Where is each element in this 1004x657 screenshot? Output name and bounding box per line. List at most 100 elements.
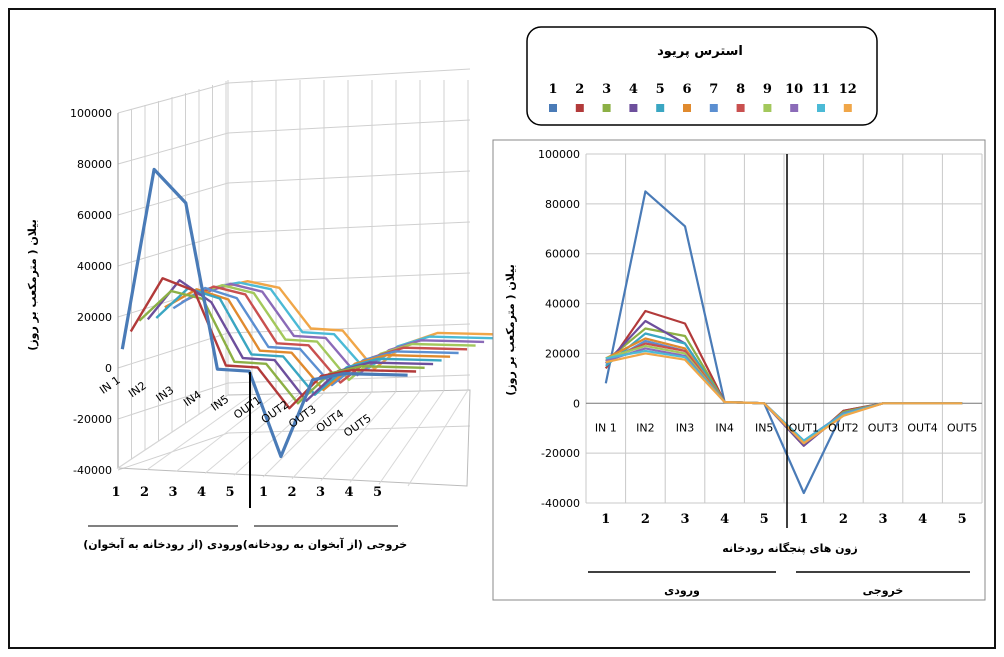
- category-label: IN4: [181, 388, 204, 409]
- legend-label: 7: [709, 82, 718, 97]
- bottom-number: 2: [287, 485, 296, 500]
- category-label: IN2: [636, 421, 654, 434]
- grid-line-horizontal: [117, 119, 471, 165]
- category-label: IN 1: [595, 421, 617, 434]
- chart-3d-grid: [116, 68, 471, 487]
- category-label: OUT5: [341, 412, 373, 440]
- bottom-number: 3: [680, 512, 689, 527]
- grid-line-horizontal: [117, 374, 471, 420]
- category-label: IN4: [715, 421, 733, 434]
- chart-2d-group-label-in: ورودی: [664, 584, 700, 597]
- bottom-number: 4: [720, 512, 729, 527]
- floor-line: [349, 390, 421, 483]
- category-label: IN 1: [97, 374, 122, 397]
- y-tick-label: 80000: [545, 198, 580, 211]
- bottom-number: 1: [601, 512, 610, 527]
- bottom-number: 2: [140, 485, 149, 500]
- chart-2d-group-label-out: خروجی: [863, 584, 904, 597]
- floor-line: [204, 393, 301, 474]
- grid-line-horizontal: [117, 323, 471, 369]
- legend-label: 8: [736, 82, 745, 97]
- chart-3d-group-label-out: خروجی (از آبخوان به رودخانه): [243, 537, 408, 551]
- floor-line: [117, 394, 229, 469]
- bottom-number: 2: [839, 512, 848, 527]
- bottom-number: 5: [958, 512, 967, 527]
- series-3d-line-10: [198, 282, 485, 377]
- bottom-number: 1: [259, 485, 268, 500]
- chart-2d-category-labels: IN 1 IN2 IN3 IN4 IN5 OUT1 OUT2 OUT3 OUT4 OUT5: [595, 421, 978, 434]
- category-label: OUT4: [907, 421, 937, 434]
- chart-3d-y-ticks: 100000 80000 60000 40000 20000 0 -20000 -40000: [70, 107, 112, 477]
- bottom-number: 1: [799, 512, 808, 527]
- grid-line-horizontal: [117, 170, 471, 216]
- floor-line: [320, 391, 397, 481]
- chart-3d-lines: [120, 167, 502, 459]
- legend-swatch: [629, 104, 638, 112]
- legend-label: 5: [656, 82, 665, 97]
- y-tick-label: 0: [573, 397, 580, 410]
- chart-3d-y-label: بیلان ( مترمکعب بر روز): [26, 219, 39, 350]
- category-label: OUT5: [947, 421, 977, 434]
- y-tick-label: 100000: [538, 148, 580, 161]
- grid-line-horizontal: [117, 68, 471, 114]
- y-tick-label: -20000: [73, 413, 112, 426]
- legend-swatch: [709, 104, 718, 112]
- series-3d-line-2: [129, 277, 417, 410]
- series-line-12: [605, 352, 963, 445]
- grid-line-horizontal: [117, 221, 471, 267]
- y-tick-label: 0: [105, 362, 112, 375]
- y-tick-label: 20000: [545, 347, 580, 360]
- y-tick-label: -40000: [541, 497, 580, 510]
- bottom-number: 1: [111, 485, 120, 500]
- category-label: IN3: [154, 384, 177, 405]
- legend-label: 11: [812, 82, 830, 97]
- legend-swatch: [843, 104, 852, 112]
- legend: استرس پریود 1 2 3 4 5 6 7 8 9 10 11 12: [526, 26, 878, 126]
- category-label: IN5: [755, 421, 773, 434]
- floor-line: [378, 390, 445, 485]
- series-3d-line-12: [215, 280, 502, 370]
- category-label: OUT2: [828, 421, 858, 434]
- chart-2d: بیلان ( مترمکعب بر روز) 100000 80000 60000…: [492, 139, 986, 601]
- y-tick-label: -40000: [73, 464, 112, 477]
- bottom-number: 3: [878, 512, 887, 527]
- chart-2d-y-ticks: 100000 80000 60000 40000 20000 0 -20000 -40000: [538, 148, 580, 510]
- chart-3d-bottom-numbers: 1 2 3 4 5 1 2 3 4 5: [111, 485, 382, 500]
- bottom-number: 5: [760, 512, 769, 527]
- legend-swatch: [790, 104, 799, 112]
- chart-3d: بیلان ( مترمکعب بر روز) 100000 80000 60000…: [26, 68, 502, 551]
- floor-line: [291, 391, 373, 480]
- y-tick-label: 40000: [545, 298, 580, 311]
- bottom-number: 4: [918, 512, 927, 527]
- series-3d-line-6: [164, 288, 451, 392]
- chart-2d-grid: [585, 153, 983, 504]
- grid-line-horizontal: [117, 272, 471, 318]
- bottom-number: 3: [316, 485, 325, 500]
- legend-label: 3: [602, 82, 611, 97]
- chart-3d-group-label-in: ورودی (از رودخانه به آبخوان): [83, 537, 243, 551]
- y-tick-label: -20000: [541, 447, 580, 460]
- category-label: OUT2: [259, 398, 291, 426]
- bottom-number: 4: [344, 485, 353, 500]
- y-tick-label: 40000: [77, 260, 112, 273]
- series-3d-line-1: [120, 167, 408, 459]
- category-label: OUT4: [314, 407, 346, 435]
- legend-label: 2: [575, 82, 584, 97]
- floor-line: [407, 389, 469, 487]
- legend-box: [526, 26, 878, 126]
- legend-label: 12: [839, 82, 857, 97]
- chart-2d-y-label: بیلان ( مترمکعب بر روز): [504, 264, 517, 395]
- floor-line: [175, 393, 277, 472]
- y-tick-label: 80000: [77, 158, 112, 171]
- category-label: OUT3: [868, 421, 898, 434]
- series-3d-line-11: [207, 281, 493, 372]
- category-label: IN3: [676, 421, 694, 434]
- y-tick-label: 60000: [545, 248, 580, 261]
- legend-label: 1: [548, 82, 557, 97]
- category-label: OUT1: [789, 421, 819, 434]
- legend-swatch: [602, 104, 611, 112]
- legend-swatch: [549, 104, 557, 112]
- bottom-number: 4: [197, 485, 206, 500]
- legend-swatch: [817, 104, 825, 112]
- bottom-number: 2: [641, 512, 650, 527]
